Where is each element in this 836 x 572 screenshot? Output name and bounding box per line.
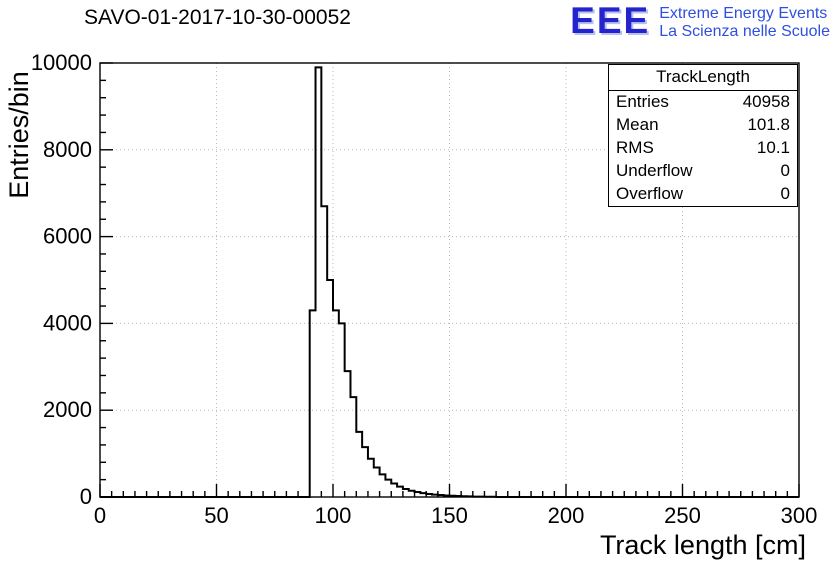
stats-row: Overflow 0 bbox=[609, 183, 797, 206]
stats-value: 0 bbox=[780, 184, 790, 203]
x-tick-label: 50 bbox=[204, 503, 228, 528]
eee-logo-line1: Extreme Energy Events bbox=[659, 5, 828, 22]
x-tick-label: 100 bbox=[315, 503, 352, 528]
axis-tick-labels: 0 50 100 150 200 250 300 0 2000 4000 6000 8000 10000 bbox=[31, 50, 818, 528]
stats-label: Entries bbox=[616, 92, 669, 111]
axis-ticks bbox=[99, 62, 800, 498]
stats-value: 40958 bbox=[742, 92, 790, 111]
stats-label: Mean bbox=[616, 115, 659, 134]
y-tick-label: 4000 bbox=[43, 310, 92, 335]
eee-logo-subtitle: Extreme Energy Events La Scienza nelle S… bbox=[659, 2, 830, 41]
stats-box-rows: Entries 40958 Mean 101.8 RMS 10.1 Underflow 0 Ov… bbox=[609, 91, 797, 206]
stats-value: 101.8 bbox=[747, 115, 790, 134]
stats-label: Overflow bbox=[616, 184, 684, 203]
y-tick-label: 8000 bbox=[43, 137, 92, 162]
eee-logo-line2: La Scienza nelle Scuole bbox=[659, 23, 830, 40]
x-tick-label: 250 bbox=[664, 503, 701, 528]
x-tick-label: 200 bbox=[548, 503, 585, 528]
x-tick-label: 0 bbox=[94, 503, 106, 528]
x-tick-label: 300 bbox=[781, 503, 818, 528]
y-axis-title: Entries/bin bbox=[4, 71, 34, 199]
stats-box: TrackLength Entries 40958 Mean 101.8 RMS 10.1… bbox=[608, 64, 798, 207]
x-tick-label: 150 bbox=[431, 503, 468, 528]
y-tick-label: 2000 bbox=[43, 397, 92, 422]
stats-label: RMS bbox=[616, 138, 654, 157]
stats-row: Entries 40958 bbox=[609, 91, 797, 114]
stats-label: Underflow bbox=[616, 161, 693, 180]
x-axis-title: Track length [cm] bbox=[599, 530, 806, 560]
plot-title: SAVO-01-2017-10-30-00052 bbox=[84, 6, 351, 29]
y-tick-label: 10000 bbox=[31, 50, 92, 75]
stats-value: 10.1 bbox=[756, 138, 790, 157]
stats-row: RMS 10.1 bbox=[609, 137, 797, 160]
stats-row: Underflow 0 bbox=[609, 160, 797, 183]
eee-logo: EEE Extreme Energy Events La Scienza nel… bbox=[570, 2, 830, 41]
y-tick-label: 6000 bbox=[43, 224, 92, 249]
stats-row: Mean 101.8 bbox=[609, 114, 797, 137]
y-tick-label: 0 bbox=[80, 484, 92, 509]
stats-value: 0 bbox=[780, 161, 790, 180]
stats-box-title: TrackLength bbox=[609, 65, 797, 91]
eee-logo-acronym: EEE bbox=[570, 0, 651, 41]
